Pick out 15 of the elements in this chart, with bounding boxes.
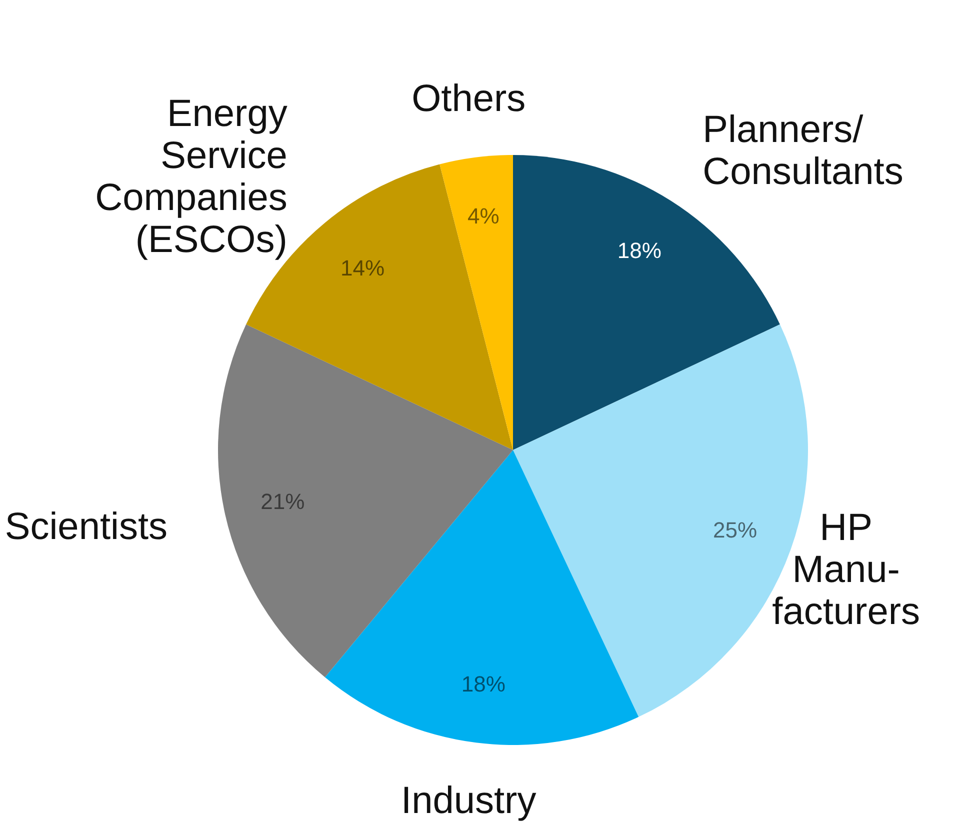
slice-label: HP Manu- facturers — [772, 506, 920, 633]
slice-label: Industry — [401, 780, 536, 822]
data-label: 18% — [617, 238, 662, 264]
data-label: 4% — [468, 203, 500, 228]
slice-label: Energy Service Companies (ESCOs) — [95, 93, 288, 262]
data-label: 18% — [461, 672, 506, 697]
slice-label: Scientists — [4, 506, 168, 548]
pie-slice — [218, 324, 513, 678]
slice-label: Others — [412, 78, 526, 120]
data-label: 25% — [713, 517, 758, 542]
pie-slice — [324, 450, 639, 744]
slice-label: Planners/ Consultants — [702, 109, 904, 194]
data-label: 14% — [340, 256, 385, 281]
data-label: 21% — [260, 488, 305, 514]
pie-slice — [440, 155, 513, 450]
